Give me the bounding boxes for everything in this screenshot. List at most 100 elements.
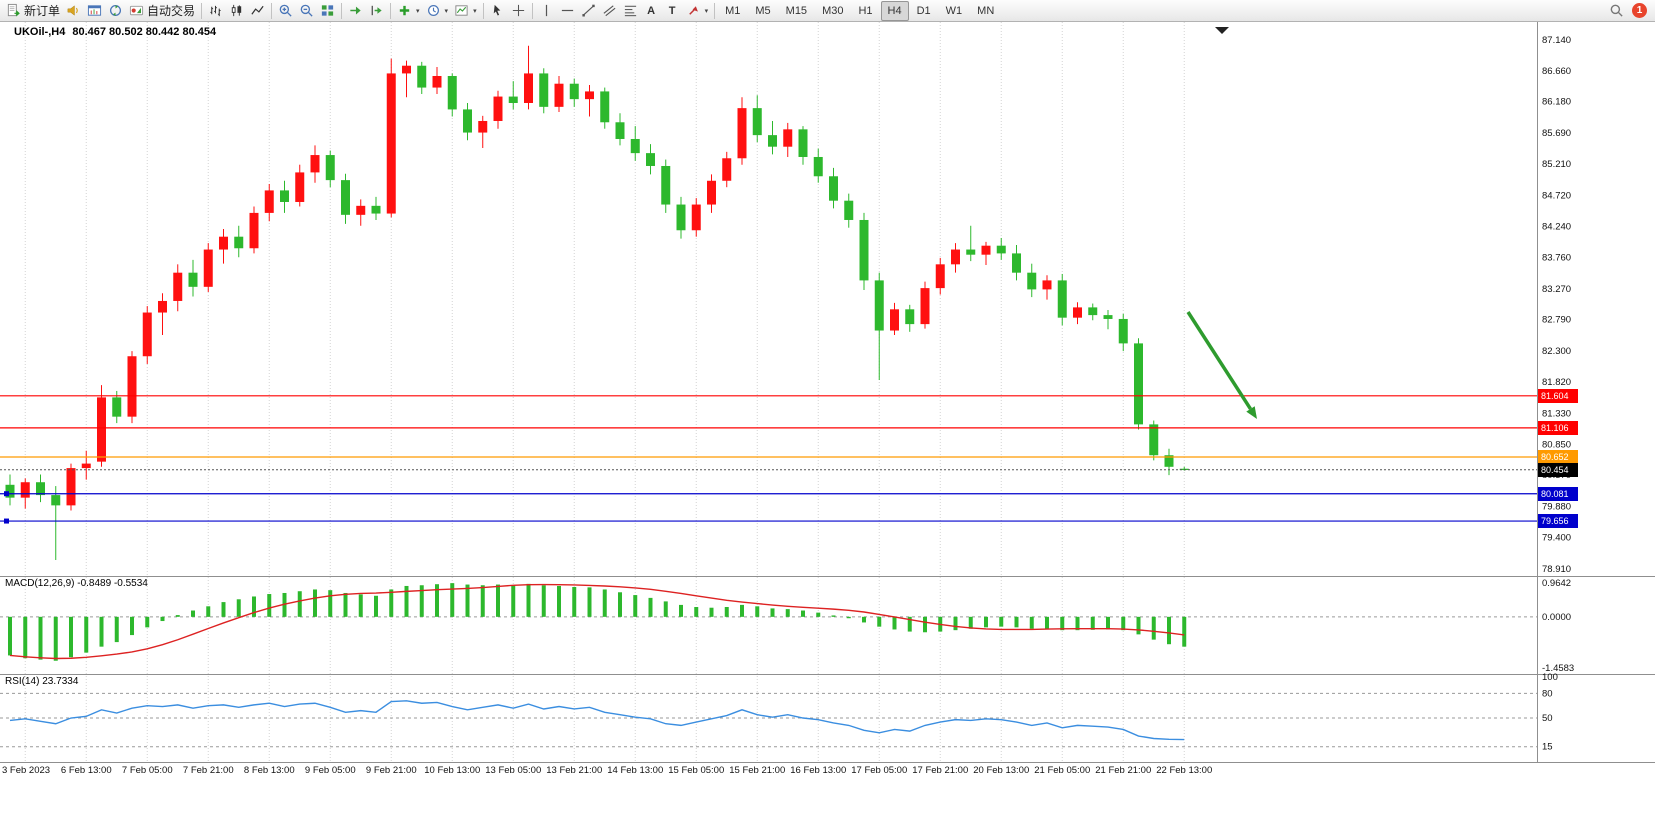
search-button[interactable] xyxy=(1606,1,1627,21)
chart-shift-icon xyxy=(371,5,382,16)
auto-scroll-icon xyxy=(350,6,361,15)
periods-button[interactable]: ▾ xyxy=(423,1,452,21)
toolbar-separator xyxy=(201,2,203,19)
horizontal-line-button[interactable] xyxy=(557,1,578,21)
fibonacci-icon xyxy=(624,5,636,17)
timeframe-button-w1[interactable]: W1 xyxy=(939,1,970,21)
candlestick-chart-button[interactable] xyxy=(226,1,247,21)
bar-chart-button[interactable] xyxy=(205,1,226,21)
zoom-out-icon xyxy=(300,4,313,17)
timeframe-button-m1[interactable]: M1 xyxy=(718,1,747,21)
time-axis-label: 14 Feb 13:00 xyxy=(607,765,663,776)
new-order-button[interactable]: 新订单 xyxy=(3,1,63,21)
candlesticks xyxy=(5,45,1189,561)
channel-button[interactable] xyxy=(599,1,620,21)
time-axis-label: 15 Feb 21:00 xyxy=(729,765,785,776)
price-axis-label: 82.300 xyxy=(1542,346,1571,357)
price-badge-80.652: 80.652 xyxy=(1538,450,1578,465)
timeframe-button-h1[interactable]: H1 xyxy=(851,1,879,21)
zoom-in-button[interactable] xyxy=(275,1,296,21)
dropdown-caret-icon: ▾ xyxy=(704,7,709,15)
templates-button[interactable]: ▾ xyxy=(451,1,480,21)
cursor-button[interactable] xyxy=(487,1,508,21)
dropdown-caret-icon: ▾ xyxy=(416,7,420,15)
rsi-axis-label: 80 xyxy=(1542,688,1553,699)
price-badge-81.604: 81.604 xyxy=(1538,388,1578,403)
annotations[interactable] xyxy=(1186,27,1257,419)
toolbar-separator xyxy=(341,2,343,19)
notification-badge[interactable]: 1 xyxy=(1632,3,1647,18)
current-price-badge: 80.454 xyxy=(1538,462,1578,477)
chart-shift-marker[interactable] xyxy=(1215,27,1229,34)
rsi-indicator-label: RSI(14) 23.7334 xyxy=(5,676,79,687)
time-axis-label: 22 Feb 13:00 xyxy=(1156,765,1212,776)
arrows-tool-button[interactable]: ▾ xyxy=(683,1,712,21)
timeframe-button-m30[interactable]: M30 xyxy=(815,1,850,21)
auto-trading-icon xyxy=(129,5,144,16)
auto-trading-label: 自动交易 xyxy=(147,4,196,18)
crosshair-button[interactable] xyxy=(508,1,529,21)
time-axis-label: 7 Feb 05:00 xyxy=(122,765,173,776)
fibonacci-button[interactable] xyxy=(620,1,641,21)
vertical-line-button[interactable] xyxy=(536,1,557,21)
time-axis-label: 15 Feb 05:00 xyxy=(668,765,724,776)
sound-alert-button[interactable] xyxy=(63,1,84,21)
time-axis-label: 8 Feb 13:00 xyxy=(244,765,295,776)
horizontal-level-lines[interactable] xyxy=(0,395,1537,524)
time-axis-label: 21 Feb 21:00 xyxy=(1095,765,1151,776)
indicators-button[interactable]: ▾ xyxy=(394,1,423,21)
text-box-button[interactable]: T xyxy=(662,1,683,21)
tile-windows-icon xyxy=(321,5,334,16)
price-axis-label: 86.180 xyxy=(1542,97,1571,108)
trendline-icon xyxy=(581,4,595,17)
timeframe-button-m15[interactable]: M15 xyxy=(779,1,814,21)
time-axis-label: 21 Feb 05:00 xyxy=(1034,765,1090,776)
macd-axis-label: -1.4583 xyxy=(1542,663,1574,674)
price-axis-label: 85.690 xyxy=(1542,128,1571,139)
trendline-button[interactable] xyxy=(578,1,599,21)
time-axis-label: 3 Feb 2023 xyxy=(2,765,50,776)
new-order-icon xyxy=(7,3,20,17)
macd-indicator-label: MACD(12,26,9) -0.8489 -0.5534 xyxy=(5,578,148,589)
profiles-icon xyxy=(109,4,122,17)
level-line-handle[interactable] xyxy=(4,491,9,497)
chart-ohlc-values: 80.467 80.502 80.442 80.454 xyxy=(72,26,217,38)
zoom-out-button[interactable] xyxy=(296,1,317,21)
search-icon xyxy=(1610,4,1623,17)
chart-shift-button[interactable] xyxy=(366,1,387,21)
timeframe-button-d1[interactable]: D1 xyxy=(910,1,938,21)
profiles-button[interactable] xyxy=(105,1,126,21)
tile-windows-button[interactable] xyxy=(317,1,338,21)
panel-separators[interactable] xyxy=(0,22,1655,763)
text-label-button[interactable]: A xyxy=(641,1,662,21)
candlestick-chart-icon xyxy=(231,4,242,17)
auto-trading-button[interactable]: 自动交易 xyxy=(126,1,198,21)
level-line-handle[interactable] xyxy=(4,518,9,524)
text-box-icon: T xyxy=(668,4,676,17)
price-badge-80.081: 80.081 xyxy=(1538,486,1578,501)
crosshair-icon xyxy=(512,4,524,17)
time-axis-label: 10 Feb 13:00 xyxy=(424,765,480,776)
timeframe-button-mn[interactable]: MN xyxy=(970,1,1001,21)
chart-symbol-period: UKOil-,H4 xyxy=(14,26,66,38)
trend-arrow[interactable] xyxy=(1186,311,1252,410)
timeframe-button-h4[interactable]: H4 xyxy=(880,0,909,21)
trend-arrow-head[interactable] xyxy=(1246,406,1257,419)
new-chart-button[interactable] xyxy=(84,1,105,21)
time-axis-label: 7 Feb 21:00 xyxy=(183,765,234,776)
toolbar-separator xyxy=(482,2,484,19)
price-axis-label: 79.880 xyxy=(1542,502,1571,513)
toolbar-separator xyxy=(390,2,392,19)
time-gridlines xyxy=(24,22,1185,762)
timeframe-button-m5[interactable]: M5 xyxy=(748,1,777,21)
price-axis[interactable]: 87.140 86.660 86.180 85.690 85.210 84.720 84.2… xyxy=(1542,35,1574,753)
auto-scroll-button[interactable] xyxy=(345,1,366,21)
price-axis-label: 80.850 xyxy=(1542,439,1571,450)
text-label-icon: A xyxy=(647,4,656,17)
time-axis-label: 9 Feb 21:00 xyxy=(366,765,417,776)
time-axis-label: 17 Feb 05:00 xyxy=(851,765,907,776)
line-chart-button[interactable] xyxy=(247,1,268,21)
time-axis[interactable]: 3 Feb 2023 6 Feb 13:00 7 Feb 05:00 7 Feb 21… xyxy=(2,765,1212,776)
